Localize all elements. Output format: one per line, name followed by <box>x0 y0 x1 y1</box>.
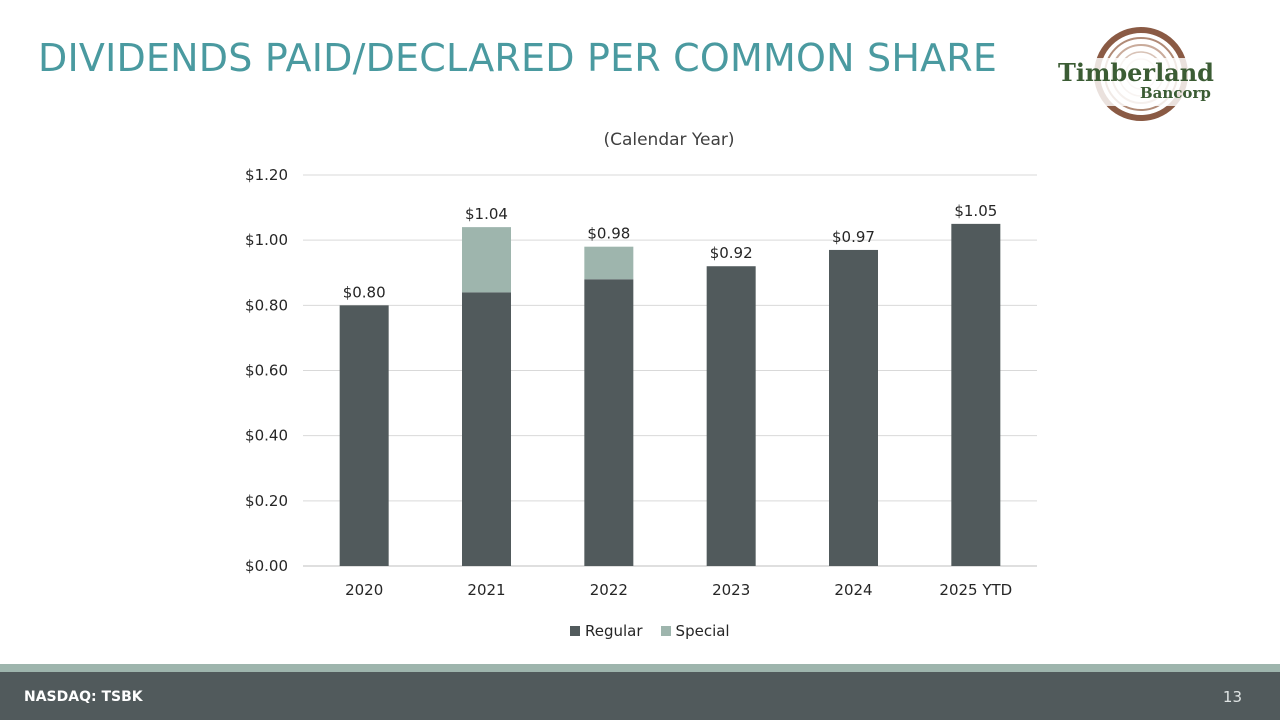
x-tick-label: 2024 <box>834 581 872 599</box>
bar-regular <box>462 292 511 566</box>
legend-item-regular: Regular <box>570 622 643 640</box>
data-label: $0.98 <box>587 225 630 243</box>
bar-special <box>584 246 634 280</box>
page-title: DIVIDENDS PAID/DECLARED PER COMMON SHARE <box>38 36 998 80</box>
x-tick-label: 2021 <box>467 581 505 599</box>
company-logo: Timberland Bancorp <box>1056 26 1226 126</box>
x-tick-label: 2025 YTD <box>939 581 1012 599</box>
logo-word-bancorp: Bancorp <box>1140 84 1211 102</box>
footer-ticker: NASDAQ: TSBK <box>24 689 143 705</box>
chart-title: (Calendar Year) <box>603 130 735 150</box>
x-tick-label: 2020 <box>345 581 383 599</box>
y-tick-label: $1.20 <box>245 166 288 184</box>
y-tick-label: $0.40 <box>245 427 288 445</box>
bar-special <box>462 227 511 293</box>
footer-accent-band <box>0 664 1280 672</box>
data-label: $1.05 <box>954 202 997 220</box>
legend-swatch-regular <box>570 626 580 636</box>
data-label: $0.80 <box>343 283 386 301</box>
bar-regular <box>951 223 1001 566</box>
legend-swatch-special <box>660 626 671 636</box>
data-label: $1.04 <box>465 205 508 223</box>
x-tick-label: 2022 <box>590 581 628 599</box>
chart-legend: Regular Special <box>570 622 730 640</box>
y-tick-label: $0.00 <box>245 557 288 575</box>
legend-label-special: Special <box>675 622 730 640</box>
chart-plot: $0.00 $0.20 $0.40 $0.60 $0.80 $1.00 $1.20 $0.80… <box>245 166 1037 599</box>
y-tick-label: $0.20 <box>245 492 288 510</box>
legend-label-regular: Regular <box>585 622 643 640</box>
bar-regular <box>829 249 878 567</box>
page-number: 13 <box>1222 688 1242 706</box>
tree-ring-logo-icon <box>1056 27 1226 121</box>
x-tick-label: 2023 <box>712 581 750 599</box>
logo-word-timberland: Timberland <box>1058 58 1214 87</box>
bar-regular <box>339 305 389 566</box>
bar-regular <box>706 266 756 566</box>
data-label: $0.92 <box>710 244 753 262</box>
data-label: $0.97 <box>832 228 875 246</box>
bar-regular <box>584 279 634 566</box>
y-tick-label: $1.00 <box>245 231 288 249</box>
y-tick-label: $0.60 <box>245 362 288 380</box>
y-tick-label: $0.80 <box>245 296 288 314</box>
footer-bar <box>0 672 1280 720</box>
legend-item-special: Special <box>660 622 730 640</box>
dividend-chart: (Calendar Year) $0.00 $0.20 $0.40 $0.60 $0.8… <box>245 130 1037 640</box>
